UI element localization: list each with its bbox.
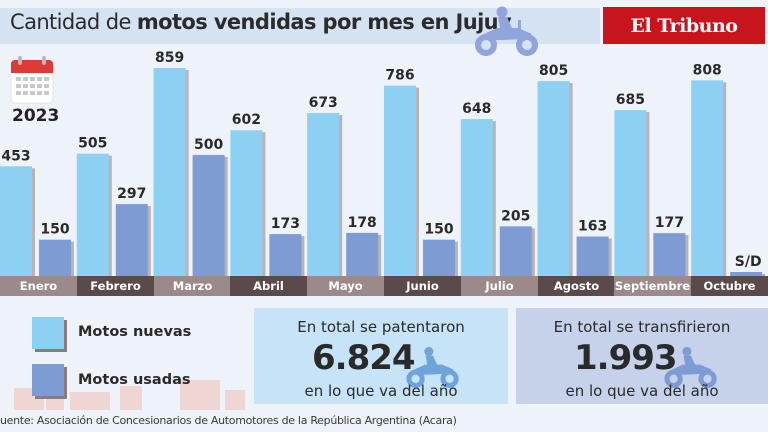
source-note: uente: Asociación de Concesionarios de A… — [0, 414, 457, 427]
stat-transferidos: En total se transfirieron 1.993 en lo qu… — [516, 308, 768, 404]
bar-new-agosto — [537, 81, 570, 276]
bar-new-julio — [460, 119, 493, 276]
motorcycle-icon — [664, 346, 717, 388]
stat-transferidos-line1: En total se transfirieron — [553, 318, 731, 336]
data-label: 173 — [271, 216, 300, 232]
bar-used-enero — [39, 239, 71, 276]
title-bold: motos vendidas por mes en Jujuy — [136, 10, 512, 34]
data-label: 859 — [155, 50, 184, 66]
bar-used-octubre — [730, 272, 763, 276]
stat-patentados-line1: En total se patentaron — [297, 318, 465, 336]
bar-chart: 453 150 505 297 859 500 602 173 673 178 786 150 648 2… — [0, 50, 766, 277]
month-label: Agosto — [538, 276, 615, 296]
data-label: 500 — [194, 137, 223, 153]
data-label: 178 — [348, 215, 377, 231]
motorcycle-icon — [406, 346, 459, 388]
data-label: 805 — [539, 63, 568, 79]
stat-transferidos-value: 1.993 — [574, 338, 678, 378]
data-label: 150 — [424, 222, 453, 238]
bar-new-abril — [230, 130, 263, 276]
bar-used-febrero — [115, 204, 148, 276]
data-label: 673 — [309, 95, 338, 111]
legend-swatch-new — [32, 317, 64, 349]
legend-label-used: Motos usadas — [78, 372, 191, 388]
bar-used-marzo — [192, 154, 225, 276]
stat-patentados-line3: en lo que va del año — [304, 382, 458, 400]
month-label: Julio — [461, 276, 538, 296]
month-label: Abril — [230, 276, 307, 296]
year-label: 2023 — [12, 106, 60, 126]
bar-used-junio — [423, 239, 455, 276]
month-label: Junio — [384, 276, 461, 296]
motorcycle-icon — [475, 6, 538, 56]
data-label: 648 — [462, 101, 491, 117]
bar-new-junio — [384, 85, 416, 277]
month-label: Febrero — [77, 276, 154, 296]
legend-label-new: Motos nuevas — [78, 324, 192, 340]
data-label: 505 — [78, 136, 107, 152]
data-label: 685 — [616, 92, 645, 108]
bar-used-abril — [269, 234, 302, 276]
page-title: Cantidad de motos vendidas por mes en Ju… — [10, 10, 512, 34]
bar-used-mayo — [346, 232, 379, 276]
data-label: 602 — [232, 112, 261, 128]
data-label: 786 — [385, 68, 414, 84]
bar-used-julio — [499, 226, 532, 276]
data-label: 177 — [655, 215, 684, 231]
stat-patentados: En total se patentaron 6.824 en lo que v… — [254, 308, 508, 404]
bar-new-mayo — [307, 113, 340, 276]
stat-transferidos-line3: en lo que va del año — [565, 382, 719, 400]
month-label: Septiembre — [614, 276, 691, 296]
month-label: Marzo — [154, 276, 231, 296]
bar-new-enero — [0, 166, 32, 276]
data-label: 453 — [1, 148, 30, 164]
el-tribuno-logo: El Tribuno — [603, 7, 765, 44]
month-label: Mayo — [307, 276, 384, 296]
month-label: Octubre — [691, 276, 768, 296]
bar-new-marzo — [153, 68, 186, 276]
stat-patentados-value: 6.824 — [312, 338, 416, 378]
data-label: 163 — [578, 219, 607, 235]
bar-new-febrero — [76, 153, 109, 276]
bar-used-agosto — [576, 236, 609, 276]
data-label: 808 — [693, 62, 722, 78]
legend-swatch-used — [32, 364, 64, 396]
calendar-icon — [10, 56, 54, 104]
bar-new-septiembre — [614, 110, 647, 276]
bar-new-octubre — [691, 80, 724, 276]
data-label: 297 — [117, 186, 146, 202]
data-label: S/D — [735, 254, 762, 270]
title-light: Cantidad de — [10, 10, 137, 34]
bar-used-septiembre — [653, 233, 686, 276]
data-label: 150 — [40, 222, 69, 238]
month-label: Enero — [0, 276, 77, 296]
data-label: 205 — [501, 208, 530, 224]
